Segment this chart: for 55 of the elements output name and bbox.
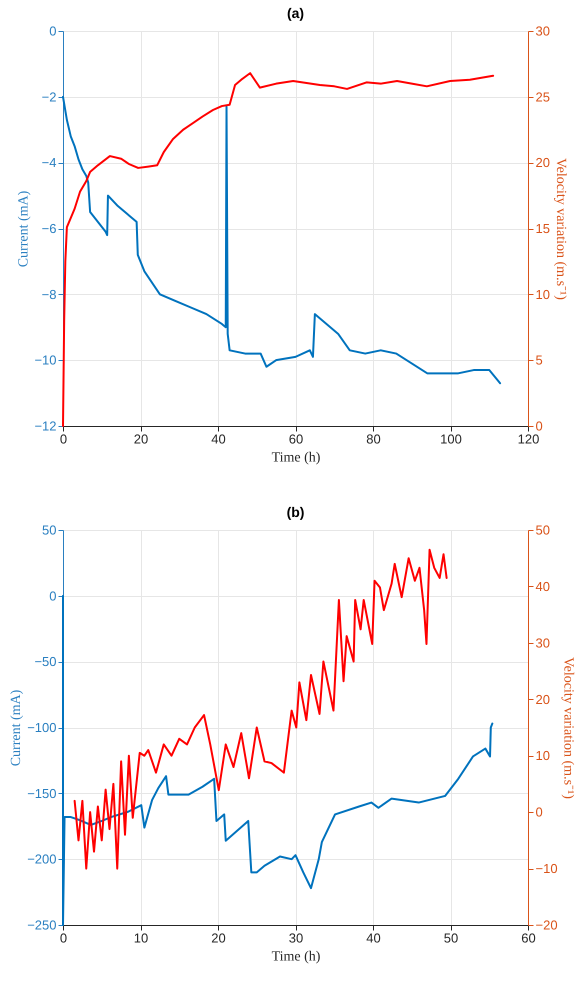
y-tick-label: −4 (42, 155, 56, 170)
line-series (62, 96, 502, 384)
y-axis-title: Current (mA) (16, 190, 32, 268)
x-tick-label: 40 (211, 432, 226, 446)
x-tick-label: 60 (288, 432, 304, 446)
x-tick-label: 60 (521, 930, 536, 946)
y2-tick-label: 15 (536, 221, 550, 236)
y-tick-label: −8 (42, 286, 56, 302)
y-tick-label: 0 (49, 588, 56, 604)
x-tick-label: 120 (518, 432, 540, 446)
y2-tick-label: 50 (536, 522, 550, 538)
y2-tick-label: 5 (536, 352, 543, 368)
x-axis-title: Time (h) (272, 450, 321, 466)
y-tick-label: −2 (42, 89, 56, 104)
y2-tick-label: 0 (536, 418, 543, 434)
y2-tick-label: 20 (536, 155, 550, 170)
y-tick-label: −10 (34, 352, 56, 368)
y2-tick-label: 30 (536, 24, 550, 38)
y-tick-label: −200 (27, 852, 56, 867)
y2-tick-label: 0 (536, 804, 543, 820)
y-axis-title: Current (mA) (9, 689, 24, 766)
y2-tick-label: −10 (536, 861, 558, 876)
y2-tick-label: −20 (536, 918, 558, 932)
y-tick-label: 50 (42, 522, 56, 538)
y-tick-label: −50 (34, 654, 56, 670)
x-tick-label: 100 (440, 432, 462, 446)
line-series (62, 72, 494, 427)
y-tick-label: −100 (27, 720, 56, 735)
x-tick-label: 50 (444, 930, 458, 946)
y-tick-label: −150 (27, 786, 56, 801)
y2-tick-label: 10 (536, 748, 550, 764)
y2-tick-label: 10 (536, 286, 550, 302)
x-tick-label: 80 (366, 432, 381, 446)
x-tick-label: 0 (60, 432, 68, 446)
y2-axis-title: Velocity variation (m.s⁻¹) (560, 657, 576, 800)
line-series (62, 594, 494, 926)
line-series (74, 548, 448, 870)
x-tick-label: 20 (211, 930, 226, 946)
x-tick-label: 20 (134, 432, 148, 446)
y-tick-label: 0 (49, 24, 56, 38)
y2-tick-label: 25 (536, 89, 550, 104)
y-tick-label: −6 (42, 221, 56, 236)
x-tick-label: 40 (366, 930, 381, 946)
y2-tick-label: 30 (536, 635, 550, 650)
y2-axis-title: Velocity variation (m.s⁻¹) (552, 158, 568, 300)
y-tick-label: −12 (34, 418, 56, 434)
chart-title: (a) (286, 5, 304, 21)
x-tick-label: 10 (134, 930, 148, 946)
y2-tick-label: 40 (536, 578, 550, 594)
x-axis-title: Time (h) (272, 950, 321, 964)
x-tick-label: 0 (60, 930, 68, 946)
chart-title: (b) (286, 504, 304, 520)
y2-tick-label: 20 (536, 692, 550, 707)
x-tick-label: 30 (288, 930, 304, 946)
y-tick-label: −250 (27, 918, 56, 932)
